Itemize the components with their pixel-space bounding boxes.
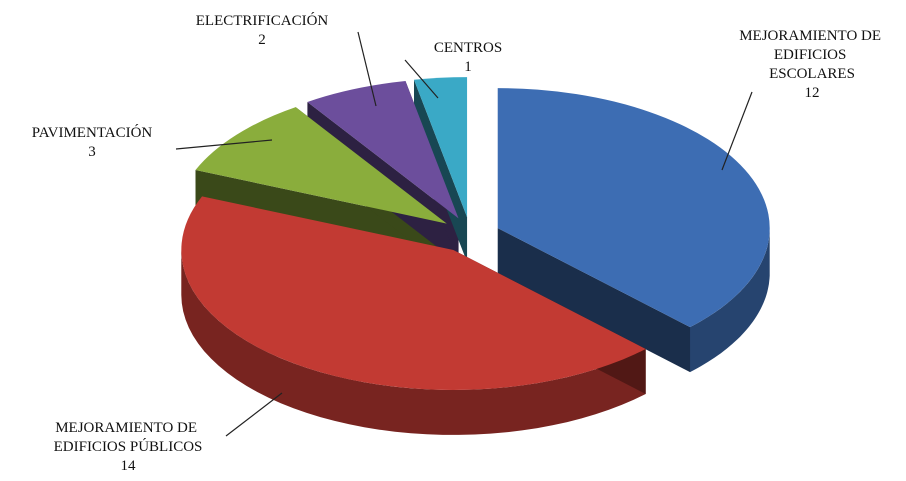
value-label: 2 xyxy=(258,32,266,48)
slice xyxy=(497,88,770,328)
slice-label: PAVIMENTACIÓN xyxy=(32,124,153,141)
slice xyxy=(195,107,447,224)
slice-label: MEJORAMIENTO DE EDIFICIOS ESCOLARES xyxy=(739,28,885,82)
slice-face xyxy=(497,228,691,373)
value-label: 14 xyxy=(121,458,137,474)
labels: MEJORAMIENTO DE EDIFICIOS ESCOLARES12MEJ… xyxy=(32,12,885,474)
slice-face xyxy=(413,79,468,263)
slice-label: ELECTRIFICACIÓN xyxy=(196,12,329,29)
leader-line xyxy=(404,59,439,99)
slice-label: MEJORAMIENTO DE EDIFICIOS PÚBLICOS xyxy=(54,420,203,455)
slice xyxy=(413,77,468,218)
value-label: 1 xyxy=(464,59,472,75)
slice xyxy=(307,81,459,219)
slice xyxy=(181,196,646,390)
leader-line xyxy=(721,91,753,171)
slice-label: CENTROS xyxy=(434,40,502,56)
leader-line xyxy=(225,392,283,437)
value-label: 3 xyxy=(88,144,96,160)
slice-side xyxy=(181,250,646,435)
value-label: 12 xyxy=(805,85,820,101)
slice-side xyxy=(690,228,770,373)
leader-line xyxy=(357,31,377,107)
leader-line xyxy=(175,139,273,150)
pie-tops xyxy=(181,77,770,390)
